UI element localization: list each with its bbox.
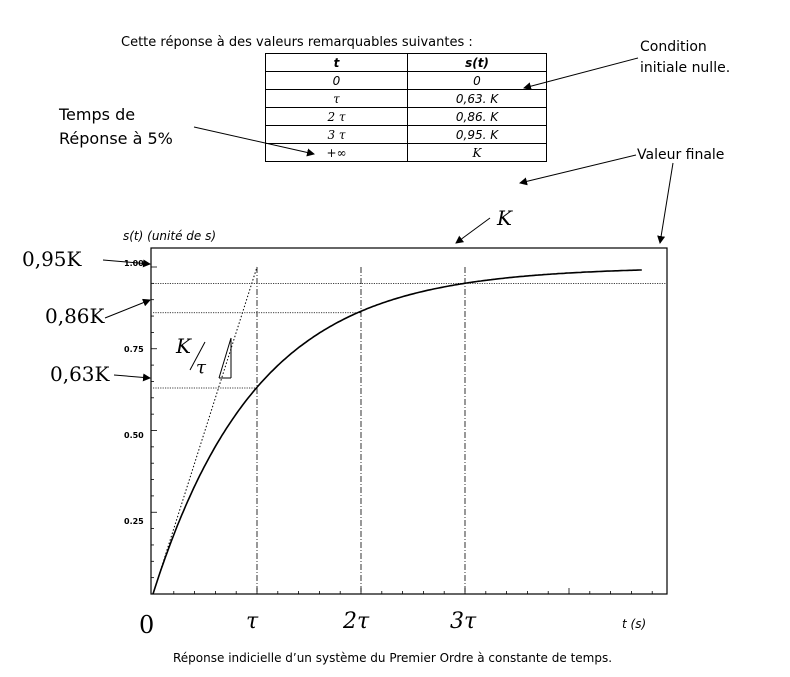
table-cell: 0,86. K — [407, 107, 547, 126]
values-table: t s(t) 0 0 τ 0,63. K 2 τ 0,86. K 3 τ 0,9… — [265, 53, 547, 162]
marker-086-arrow — [104, 298, 151, 319]
response-time-arrow — [193, 126, 315, 157]
table-cell: +∞ — [265, 143, 408, 162]
response-time-note: Temps de Réponse à 5% — [59, 103, 173, 151]
x-tick-label-tau: τ — [246, 609, 259, 634]
y-axis-title: s(t) (unité de s) — [123, 229, 216, 243]
y-tick-label: 0.25 — [124, 517, 144, 526]
table-header-row: t s(t) — [265, 53, 547, 72]
table-row: 2 τ 0,86. K — [265, 107, 547, 126]
tangent-line — [152, 266, 258, 595]
marker-label-063: 0,63K — [50, 362, 111, 386]
initial-condition-arrow — [523, 57, 639, 91]
guide-lines — [153, 267, 667, 594]
intro-text: Cette réponse à des valeurs remarquables… — [121, 35, 473, 50]
asymptote-label-k: K — [496, 206, 513, 230]
response-curve — [152, 269, 642, 595]
slope-label-fraction-bar — [189, 341, 206, 371]
initial-condition-note-line2: initiale nulle. — [640, 60, 731, 76]
response-time-note-line1: Temps de — [59, 105, 136, 124]
initial-condition-note-line1: Condition — [640, 39, 707, 55]
marker-063-arrow — [113, 373, 151, 382]
figure-caption: Réponse indicielle d’un système du Premi… — [173, 651, 613, 665]
marker-095-arrow — [102, 259, 151, 268]
x-axis-title: t (s) — [622, 617, 646, 631]
response-time-note-line2: Réponse à 5% — [59, 129, 173, 148]
plot-frame — [150, 247, 668, 595]
x-tick-label-2tau: 2τ — [342, 609, 370, 634]
initial-condition-note: Condition initiale nulle. — [640, 37, 730, 79]
y-tick-label: 0.75 — [124, 345, 144, 354]
table-cell: K — [407, 143, 547, 162]
final-value-curve-arrow — [657, 162, 674, 244]
y-tick-label: 0.50 — [124, 431, 144, 440]
slope-label-denominator: τ — [196, 357, 207, 378]
marker-label-086: 0,86K — [45, 304, 106, 328]
x-tick-label-0: 0 — [139, 611, 154, 639]
slope-label-numerator: K — [175, 334, 192, 358]
k-label-arrow — [455, 217, 491, 244]
marker-label-095: 0,95K — [22, 247, 83, 271]
x-tick-label-3tau: 3τ — [450, 609, 477, 634]
axis-ticks — [151, 266, 653, 594]
y-tick-label: 1.00 — [124, 259, 144, 268]
final-value-note: Valeur finale — [637, 147, 725, 163]
final-value-arrow — [519, 154, 637, 186]
slope-triangle — [218, 337, 232, 379]
table-row: +∞ K — [265, 143, 547, 162]
table-row: τ 0,63. K — [265, 89, 547, 108]
